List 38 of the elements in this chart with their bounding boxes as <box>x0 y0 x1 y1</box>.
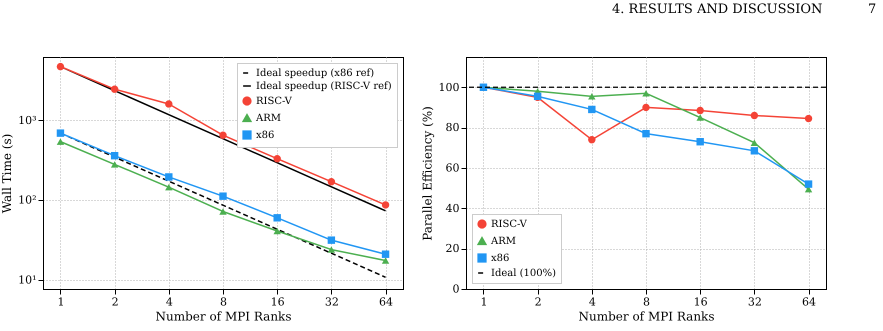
legend-label: x86 <box>491 253 510 264</box>
legend-label: RISC-V <box>256 96 293 107</box>
text: 4. RESULTS AND DISCUSSION <box>612 2 822 17</box>
x-axis-title: Number of MPI Ranks <box>578 310 714 324</box>
legend-label: Ideal speedup (RISC-V ref) <box>256 81 392 92</box>
x-tick-label: 4 <box>588 296 596 308</box>
x-tick-label: 2 <box>112 296 119 308</box>
y-tick-label: 10³ <box>18 114 36 127</box>
legend-label: x86 <box>256 130 274 141</box>
y-tick-label: 10² <box>18 194 36 207</box>
y-tick-label: 60 <box>446 161 460 174</box>
legend-label: Ideal (100%) <box>491 268 556 279</box>
y-tick-label: 0 <box>452 282 460 296</box>
x-tick-label: 4 <box>166 296 173 308</box>
legend-label: RISC-V <box>491 219 528 230</box>
x-tick-label: 32 <box>748 296 762 308</box>
y-axis-title: Parallel Efficiency (%) <box>420 106 435 241</box>
x-tick-label: 64 <box>802 296 816 308</box>
x-tick-label: 8 <box>220 296 227 308</box>
legend-label: ARM <box>255 113 281 124</box>
legend-label: ARM <box>490 236 516 247</box>
y-tick-label: 100 <box>438 80 460 94</box>
x-tick-label: 16 <box>270 296 285 308</box>
x-tick-label: 2 <box>534 296 542 308</box>
x-axis-title: Number of MPI Ranks <box>156 310 292 324</box>
y-tick-label: 80 <box>446 121 460 134</box>
x-tick-label: 16 <box>694 296 708 308</box>
y-tick-label: 20 <box>446 242 460 256</box>
legend-label: Ideal speedup (x86 ref) <box>256 68 374 79</box>
text: 7 <box>868 2 876 17</box>
y-axis-title: Wall Time (s) <box>0 134 14 214</box>
x-tick-label: 1 <box>480 296 488 308</box>
x-tick-label: 64 <box>379 296 394 308</box>
x-tick-label: 1 <box>57 296 64 308</box>
x-tick-label: 32 <box>324 296 339 308</box>
x-tick-label: 8 <box>643 296 650 308</box>
y-tick-label: 40 <box>446 202 460 215</box>
y-tick-label: 10¹ <box>18 273 36 286</box>
